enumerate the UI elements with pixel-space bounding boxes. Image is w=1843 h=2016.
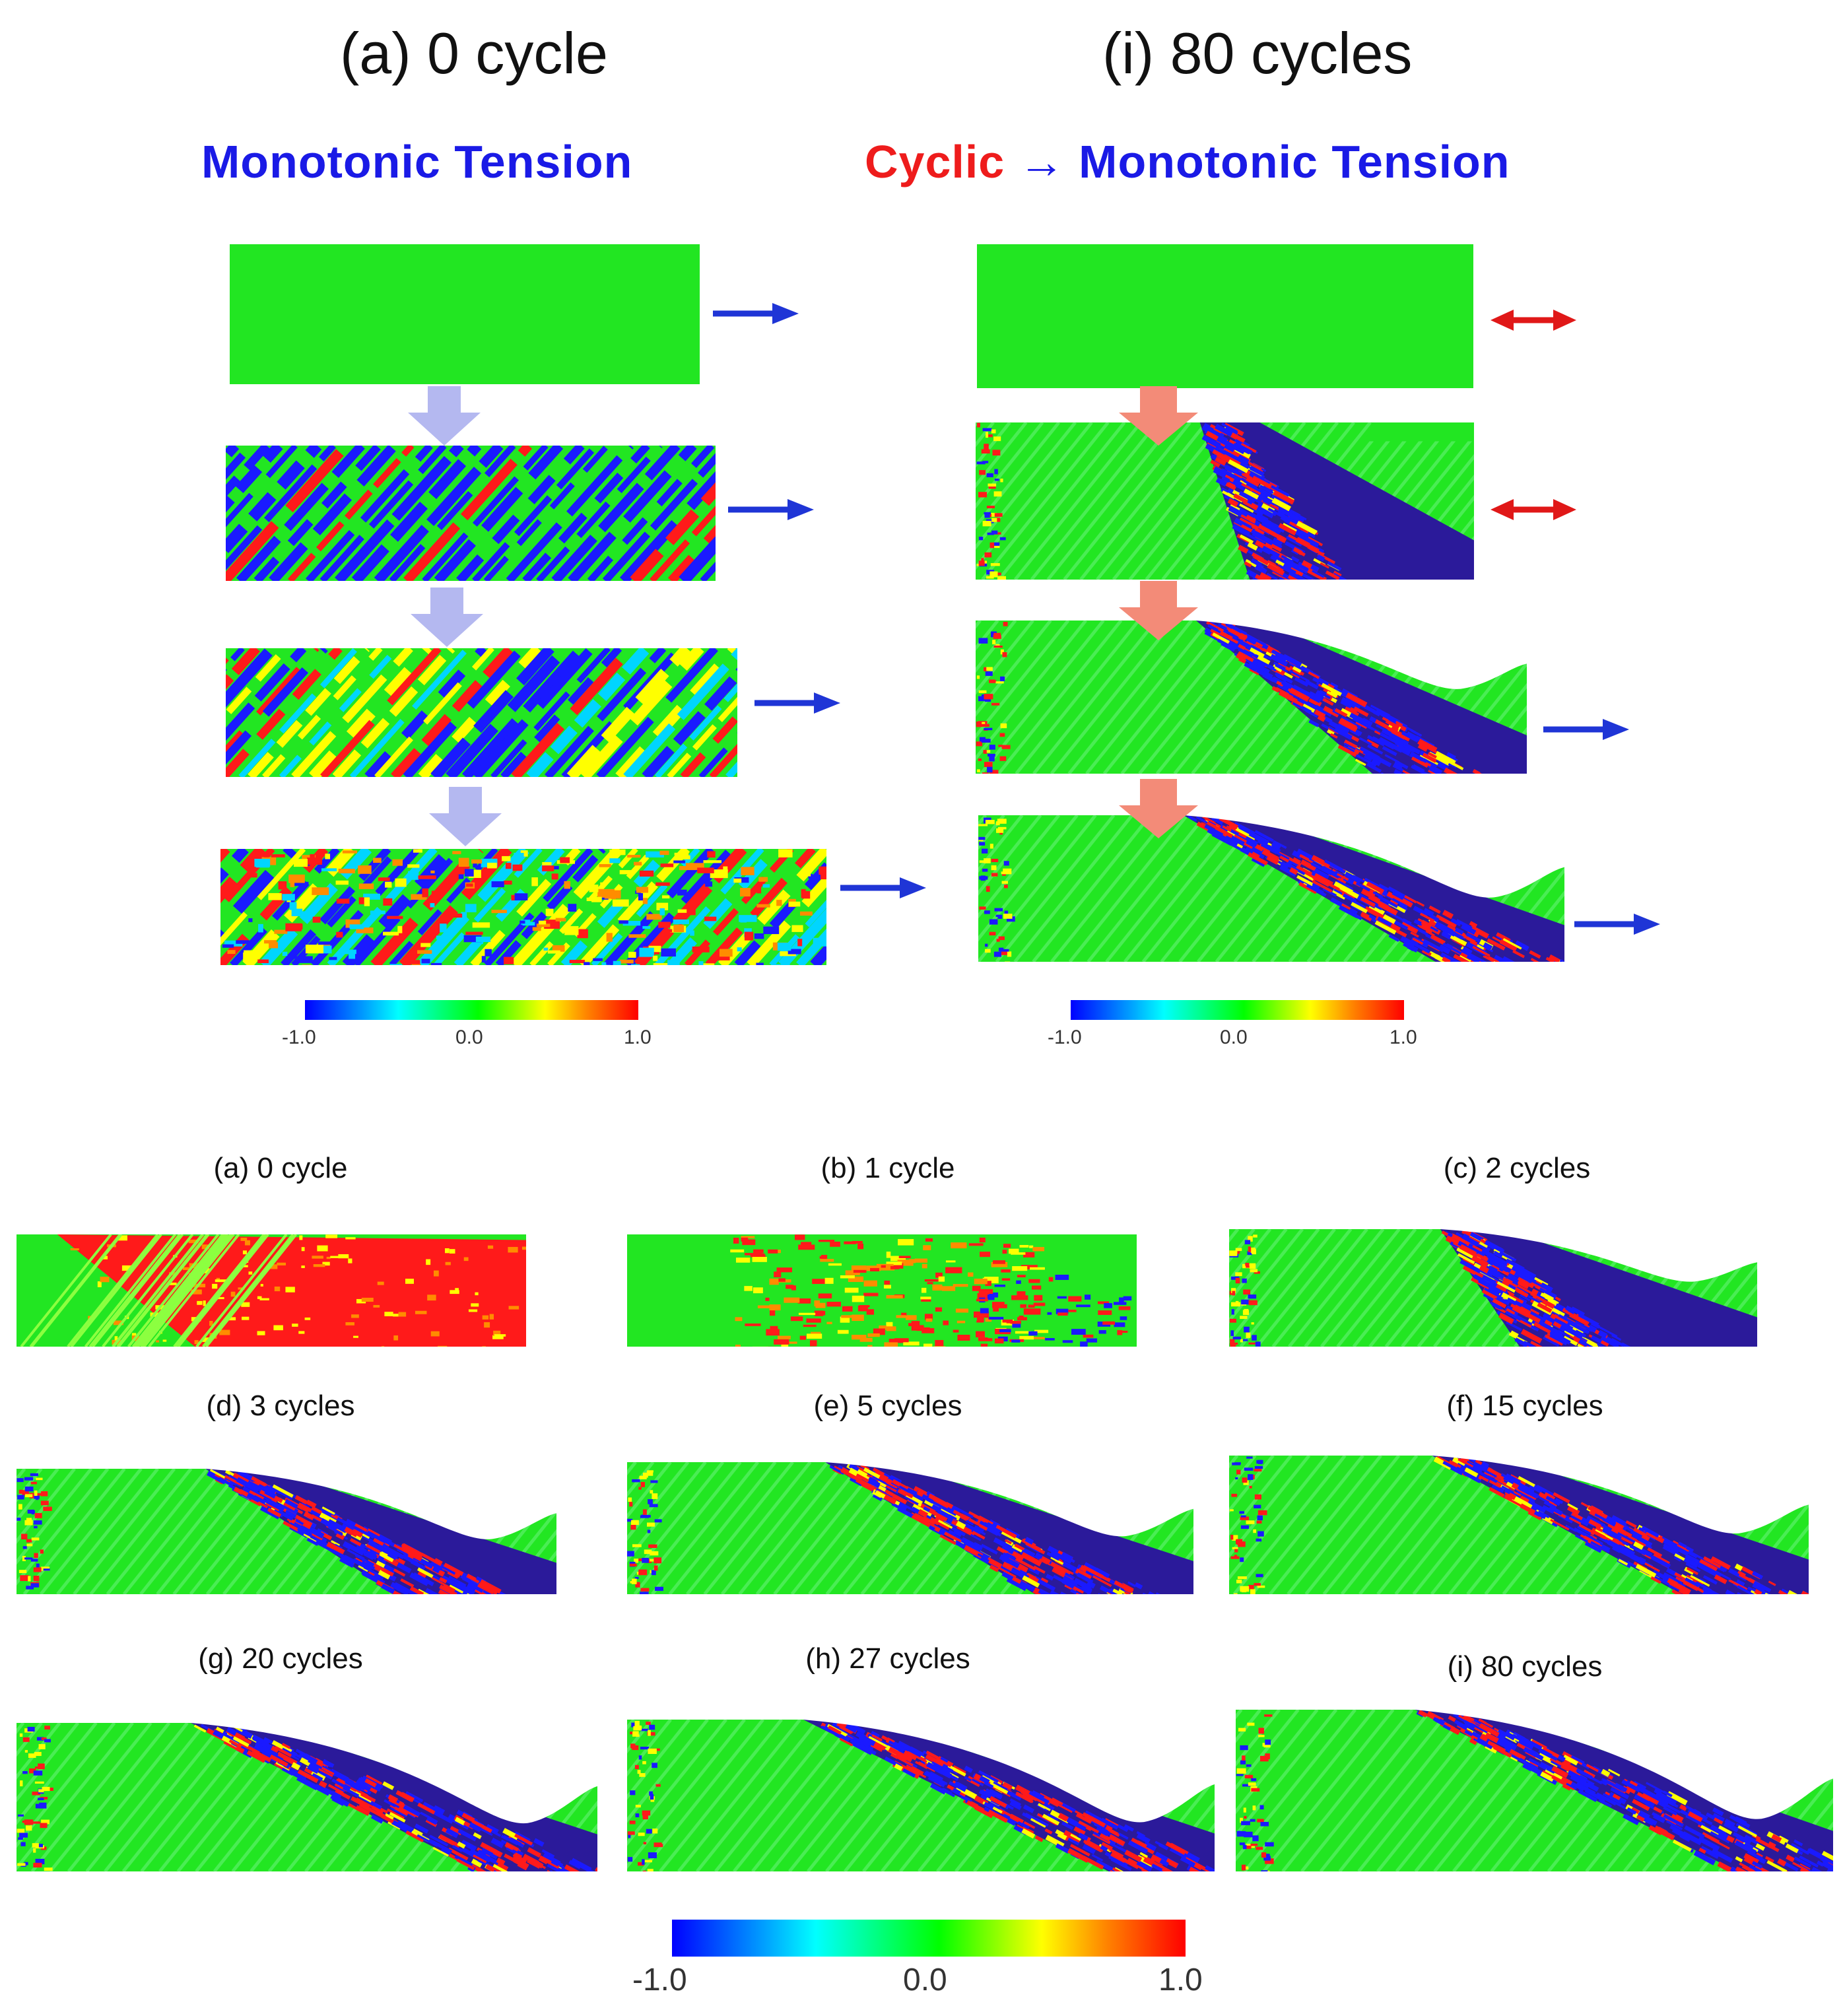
colorbar-bottom-min: -1.0 bbox=[632, 1963, 687, 1998]
caption-d: (d) 3 cycles bbox=[206, 1390, 355, 1422]
tension-arrow-left-3 bbox=[754, 692, 840, 714]
caption-a: (a) 0 cycle bbox=[213, 1152, 348, 1184]
caption-e: (e) 5 cycles bbox=[813, 1390, 962, 1422]
mono-stage-2 bbox=[226, 446, 716, 581]
mono-stage-3 bbox=[226, 648, 737, 777]
step-arrow-left-1 bbox=[408, 386, 481, 446]
panel-b-1-cycle bbox=[627, 1234, 1137, 1347]
colorbar-bottom-max: 1.0 bbox=[1158, 1963, 1203, 1998]
cyclic-stage-2 bbox=[976, 422, 1474, 580]
step-arrow-right-3 bbox=[1119, 779, 1198, 838]
panel-f-15-cycles bbox=[1229, 1456, 1809, 1594]
panel-c-2-cycles bbox=[1229, 1229, 1757, 1347]
cyclic-arrow-2 bbox=[1491, 499, 1576, 520]
step-arrow-left-2 bbox=[411, 588, 483, 647]
colorbar-top-right-max: 1.0 bbox=[1390, 1026, 1417, 1048]
cyclic-label: Cyclic bbox=[865, 136, 1005, 187]
panel-d-3-cycles bbox=[17, 1469, 556, 1594]
step-arrow-right-1 bbox=[1119, 386, 1198, 446]
tension-arrow-left-2 bbox=[728, 499, 814, 520]
right-header-title: (i) 80 cycles bbox=[1102, 20, 1413, 86]
cyclic-arrow-1 bbox=[1491, 310, 1576, 331]
tension-arrow-right-2 bbox=[1574, 914, 1660, 935]
panel-h-27-cycles bbox=[627, 1720, 1215, 1871]
colorbar-top-left-min: -1.0 bbox=[282, 1026, 316, 1048]
right-mode-label: Cyclic → Monotonic Tension bbox=[865, 135, 1510, 188]
mode-arrow: → bbox=[1018, 136, 1065, 187]
colorbar-top-right bbox=[1071, 1000, 1404, 1020]
cyclic-stage-3 bbox=[976, 621, 1527, 774]
colorbar-top-right-min: -1.0 bbox=[1048, 1026, 1082, 1048]
panel-g-20-cycles bbox=[17, 1723, 597, 1871]
tension-arrow-right-1 bbox=[1543, 719, 1629, 740]
caption-g: (g) 20 cycles bbox=[198, 1642, 363, 1675]
cyclic-stage-4 bbox=[978, 815, 1564, 962]
left-mode-label: Monotonic Tension bbox=[201, 136, 633, 187]
caption-i: (i) 80 cycles bbox=[1447, 1650, 1603, 1683]
panel-i-80-cycles bbox=[1236, 1710, 1833, 1871]
cyclic-stage-1 bbox=[977, 244, 1473, 388]
step-arrow-right-2 bbox=[1119, 581, 1198, 640]
panel-a-0-cycle bbox=[17, 1234, 526, 1347]
colorbar-top-left-mid: 0.0 bbox=[455, 1026, 483, 1048]
colorbar-top-left-max: 1.0 bbox=[624, 1026, 652, 1048]
caption-c: (c) 2 cycles bbox=[1443, 1152, 1591, 1184]
colorbar-top-left bbox=[305, 1000, 638, 1020]
caption-f: (f) 15 cycles bbox=[1446, 1390, 1603, 1422]
mono-stage-1 bbox=[230, 244, 700, 384]
caption-h: (h) 27 cycles bbox=[805, 1642, 970, 1675]
monotonic-label: Monotonic Tension bbox=[1079, 136, 1510, 187]
step-arrow-left-3 bbox=[429, 787, 502, 846]
tension-arrow-left-1 bbox=[713, 303, 799, 324]
tension-arrow-left-4 bbox=[840, 877, 926, 898]
colorbar-bottom bbox=[672, 1920, 1186, 1957]
mono-stage-4 bbox=[220, 849, 826, 965]
caption-b: (b) 1 cycle bbox=[821, 1152, 955, 1184]
left-header-title: (a) 0 cycle bbox=[340, 20, 608, 86]
colorbar-top-right-mid: 0.0 bbox=[1220, 1026, 1248, 1048]
panel-e-5-cycles bbox=[627, 1462, 1193, 1594]
colorbar-bottom-mid: 0.0 bbox=[903, 1963, 947, 1998]
